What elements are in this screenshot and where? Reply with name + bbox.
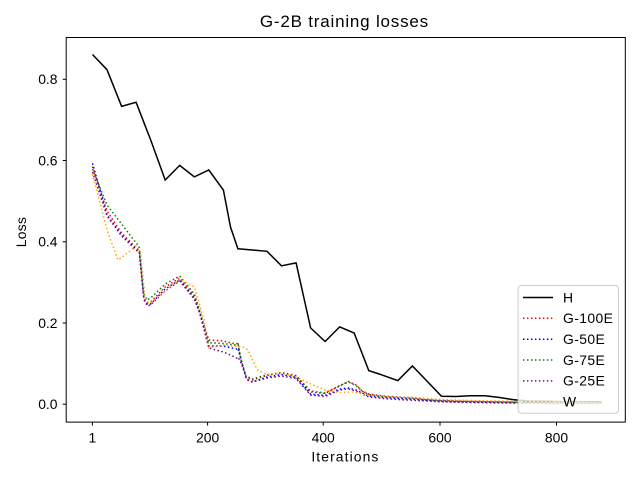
svg-text:H: H: [563, 289, 573, 305]
svg-text:G-25E: G-25E: [563, 373, 605, 389]
svg-text:Iterations: Iterations: [311, 448, 379, 464]
svg-text:W: W: [563, 394, 577, 410]
svg-text:400: 400: [312, 430, 335, 446]
svg-text:0.8: 0.8: [38, 71, 58, 87]
svg-text:800: 800: [545, 430, 568, 446]
svg-text:G-50E: G-50E: [563, 331, 605, 347]
svg-text:0.4: 0.4: [38, 234, 58, 250]
svg-text:G-75E: G-75E: [563, 352, 605, 368]
svg-text:G-100E: G-100E: [563, 310, 613, 326]
svg-text:600: 600: [428, 430, 451, 446]
svg-text:1: 1: [89, 430, 97, 446]
svg-text:0.2: 0.2: [38, 315, 58, 331]
svg-text:Loss: Loss: [13, 217, 29, 248]
svg-text:200: 200: [196, 430, 219, 446]
svg-text:G-2B training losses: G-2B training losses: [260, 12, 429, 31]
svg-text:0.6: 0.6: [38, 152, 58, 168]
svg-text:0.0: 0.0: [38, 396, 58, 412]
